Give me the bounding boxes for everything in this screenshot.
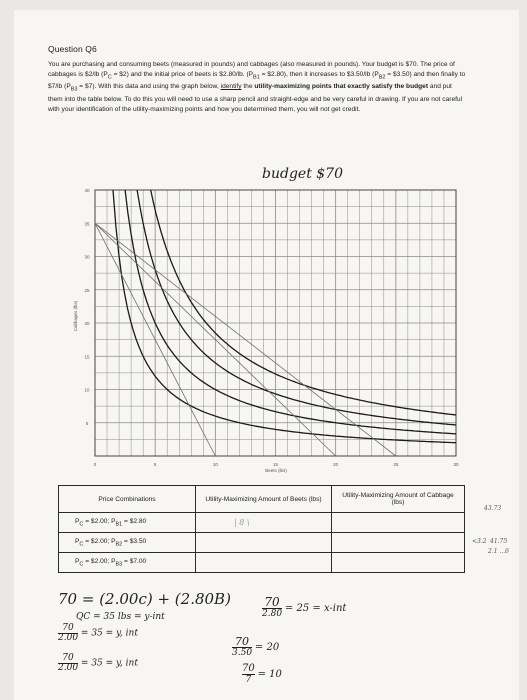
table-row: PC = $2.00; PB3 = $7.00 bbox=[58, 552, 465, 573]
x-tick-label: 25 bbox=[393, 462, 399, 467]
beets-answer-cell[interactable]: | 8 \ bbox=[195, 512, 332, 533]
handwritten-qc-note: QC = 35 lbs = y-int bbox=[76, 612, 165, 622]
indifference-curve bbox=[112, 189, 457, 444]
handwritten-fraction: 70 7 = 10 bbox=[242, 663, 282, 685]
handwritten-equation: 70 = (2.00c) + (2.80B) bbox=[58, 590, 231, 608]
y-tick-label: 15 bbox=[84, 354, 90, 359]
table-header: Price Combinations bbox=[58, 485, 196, 513]
axis-ticks: 0 5 10 15 20 25 30 5 10 15 20 25 30 35 40 bbox=[84, 188, 459, 467]
budget-line bbox=[94, 223, 216, 457]
handwritten-fraction: 70 2.00 = 35 = y, int bbox=[58, 623, 138, 643]
price-combination-cell: PC = $2.00; PB1 = $2.80 bbox=[58, 512, 196, 533]
x-tick-label: 10 bbox=[213, 462, 219, 467]
y-tick-label: 5 bbox=[86, 421, 89, 426]
price-combination-cell: PC = $2.00; PB2 = $3.50 bbox=[58, 532, 196, 553]
budget-line bbox=[94, 222, 336, 457]
x-axis-label: Beets (lbs) bbox=[265, 468, 287, 473]
table-row: PC = $2.00; PB2 = $3.50 bbox=[58, 532, 465, 553]
graph-grid bbox=[94, 189, 457, 457]
plot-frame bbox=[94, 189, 457, 457]
handwritten-fraction: 70 2.80 = 25 = x-int bbox=[262, 595, 347, 619]
pencil-mark: | 8 \ bbox=[234, 518, 250, 527]
indifference-curve bbox=[150, 189, 457, 416]
cabbage-answer-cell[interactable] bbox=[331, 552, 465, 573]
y-axis-label: Cabbages (lbs) bbox=[73, 300, 78, 331]
table-header: Utility-Maximizing Amount of Beets (lbs) bbox=[195, 485, 332, 513]
x-tick-label: 30 bbox=[453, 462, 459, 467]
margin-note: 2.1 ...6 bbox=[488, 548, 509, 555]
y-tick-label: 30 bbox=[84, 255, 90, 260]
x-tick-label: 15 bbox=[273, 462, 279, 467]
cabbage-answer-cell[interactable] bbox=[331, 512, 465, 533]
y-tick-label: 25 bbox=[84, 288, 90, 293]
x-tick-label: 5 bbox=[154, 462, 157, 467]
price-combination-cell: PC = $2.00; PB3 = $7.00 bbox=[58, 552, 196, 573]
margin-note: 41.75 bbox=[490, 538, 508, 545]
handwritten-budget-note: budget $70 bbox=[262, 166, 343, 182]
y-tick-label: 35 bbox=[84, 221, 90, 226]
table-row: PC = $2.00; PB1 = $2.80 | 8 \ bbox=[58, 512, 465, 533]
beets-answer-cell[interactable] bbox=[195, 532, 332, 553]
handwritten-fraction: 70 2.00 = 35 = y, int bbox=[58, 653, 138, 673]
indifference-curve bbox=[124, 189, 457, 435]
budget-line bbox=[94, 222, 397, 457]
x-tick-label: 0 bbox=[94, 462, 97, 467]
indifference-curve bbox=[136, 189, 457, 426]
table-header: Utility-Maximizing Amount of Cabbage (lb… bbox=[331, 485, 465, 513]
margin-note: 43.73 bbox=[484, 505, 502, 512]
worksheet-page bbox=[14, 10, 519, 700]
answer-table: Price Combinations Utility-Maximizing Am… bbox=[58, 485, 465, 573]
y-tick-label: 40 bbox=[84, 188, 90, 193]
y-tick-label: 10 bbox=[84, 388, 90, 393]
margin-note: <3.2 bbox=[472, 538, 487, 545]
indifference-curves bbox=[112, 189, 457, 444]
cabbage-answer-cell[interactable] bbox=[331, 532, 465, 553]
x-tick-label: 20 bbox=[333, 462, 339, 467]
budget-lines bbox=[94, 222, 397, 457]
handwritten-fraction: 70 3.50 = 20 bbox=[232, 635, 280, 658]
y-tick-label: 20 bbox=[84, 321, 90, 326]
beets-answer-cell[interactable] bbox=[195, 552, 332, 573]
question-body: You are purchasing and consuming beets (… bbox=[48, 61, 466, 113]
question-title: Question Q6 bbox=[48, 44, 97, 54]
